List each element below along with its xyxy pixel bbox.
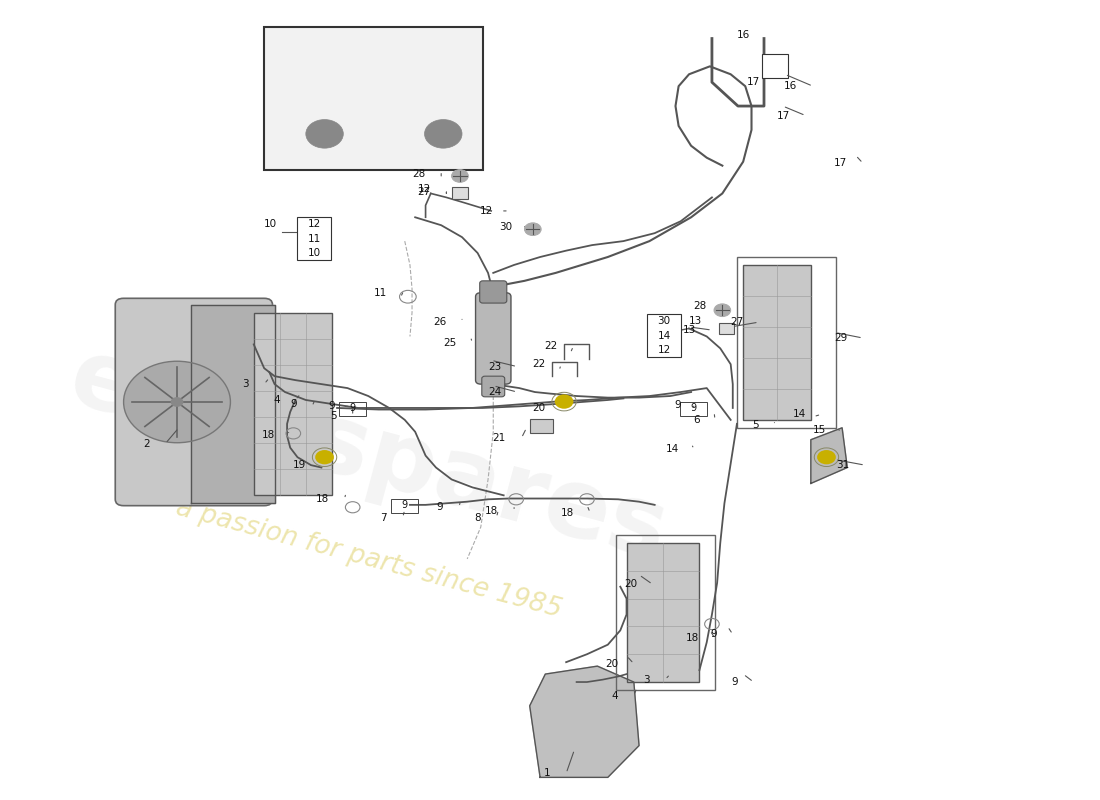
Circle shape [306,119,343,148]
Text: 5: 5 [330,411,337,421]
Text: 9: 9 [350,403,355,413]
Text: 10: 10 [264,219,277,230]
Text: 30: 30 [499,222,512,232]
FancyBboxPatch shape [482,376,505,397]
Text: 16: 16 [737,30,750,39]
Bar [297,218,331,260]
Text: 11: 11 [308,234,321,244]
Bar [264,26,483,170]
Bar [680,402,706,416]
Text: 9: 9 [674,400,681,410]
Bar [744,265,811,420]
Text: 9: 9 [290,399,297,409]
Bar [762,54,788,78]
Bar [530,419,552,434]
Text: 12: 12 [418,185,431,194]
Text: 28: 28 [693,302,706,311]
Text: 18: 18 [561,508,574,518]
Text: 31: 31 [836,460,849,470]
Text: 7: 7 [381,513,387,522]
FancyBboxPatch shape [116,298,273,506]
Text: 3: 3 [642,674,649,685]
Circle shape [316,450,334,464]
Circle shape [425,119,462,148]
Text: 9: 9 [711,630,717,639]
Text: 1: 1 [543,768,550,778]
Text: 8: 8 [474,513,481,522]
Circle shape [525,223,541,235]
Circle shape [817,450,836,464]
FancyBboxPatch shape [475,293,512,384]
Text: 26: 26 [433,317,447,327]
Polygon shape [191,305,275,503]
Bar [392,498,418,513]
Text: 9: 9 [732,677,738,687]
Text: 25: 25 [443,338,456,348]
Text: 13: 13 [683,325,696,335]
Bar [718,322,735,334]
Text: 20: 20 [532,403,546,413]
Text: 4: 4 [612,690,618,701]
Text: 18: 18 [262,430,275,440]
Text: 18: 18 [485,506,498,516]
Text: 21: 21 [493,433,506,443]
Bar [627,543,700,682]
Text: 20: 20 [605,658,618,669]
Circle shape [452,170,469,182]
Text: 19: 19 [293,460,306,470]
Polygon shape [530,666,639,778]
Text: 14: 14 [666,444,679,454]
Bar [616,535,715,690]
Text: 29: 29 [834,333,847,343]
Text: 15: 15 [813,425,826,435]
Bar [254,313,332,495]
Bar [339,402,366,416]
Text: 9: 9 [329,402,336,411]
Text: 27: 27 [730,317,744,327]
Text: 3: 3 [242,379,249,389]
Text: 20: 20 [624,579,637,590]
Circle shape [123,362,230,442]
Bar [648,314,681,357]
Text: 13: 13 [689,316,702,326]
Text: 16: 16 [784,81,798,91]
Bar [452,187,468,199]
Text: 17: 17 [777,110,790,121]
FancyBboxPatch shape [480,281,507,303]
Text: 9: 9 [437,502,443,512]
Text: 4: 4 [273,395,279,405]
Polygon shape [348,54,441,82]
Text: 24: 24 [488,387,502,397]
Text: 18: 18 [686,634,700,643]
Text: 14: 14 [792,410,805,419]
Text: 11: 11 [374,288,387,298]
Text: 17: 17 [747,78,760,87]
Text: 9: 9 [690,403,696,413]
Text: 2: 2 [143,438,150,449]
Text: 17: 17 [834,158,847,168]
Polygon shape [296,58,483,146]
Text: 27: 27 [418,187,431,197]
Text: 23: 23 [488,362,502,372]
Text: 12: 12 [308,219,321,230]
Text: 28: 28 [412,169,426,178]
Text: 12: 12 [480,206,493,216]
Text: 9: 9 [402,500,408,510]
Text: 6: 6 [693,415,700,425]
Text: 30: 30 [658,316,671,326]
Text: 22: 22 [544,341,558,351]
Text: 12: 12 [658,345,671,355]
Text: 10: 10 [308,248,321,258]
Text: 14: 14 [658,330,671,341]
Polygon shape [811,428,847,483]
Circle shape [554,394,573,409]
Text: 22: 22 [532,359,546,370]
Text: 5: 5 [752,421,759,430]
Bar [737,257,836,428]
Text: eurospares: eurospares [59,331,678,580]
Circle shape [714,304,730,317]
Text: a passion for parts since 1985: a passion for parts since 1985 [173,494,564,623]
Circle shape [170,397,184,407]
Text: 18: 18 [316,494,329,504]
